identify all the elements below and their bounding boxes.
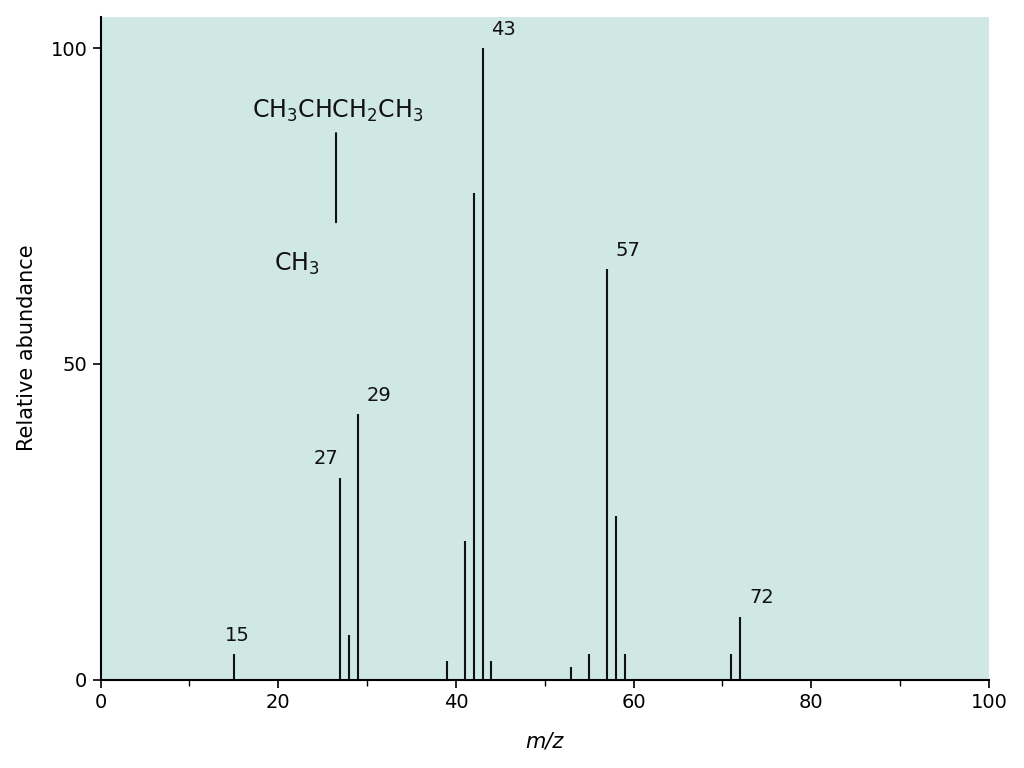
Text: CH$_3$CHCH$_2$CH$_3$: CH$_3$CHCH$_2$CH$_3$ (252, 98, 423, 124)
Text: 43: 43 (492, 20, 516, 38)
Text: 72: 72 (750, 588, 774, 607)
Text: CH$_3$: CH$_3$ (273, 250, 319, 276)
Text: 57: 57 (615, 241, 641, 260)
Text: 15: 15 (225, 626, 250, 645)
X-axis label: m/z: m/z (525, 731, 564, 751)
Text: 29: 29 (368, 386, 392, 405)
Y-axis label: Relative abundance: Relative abundance (16, 245, 37, 452)
Text: 27: 27 (313, 449, 339, 468)
